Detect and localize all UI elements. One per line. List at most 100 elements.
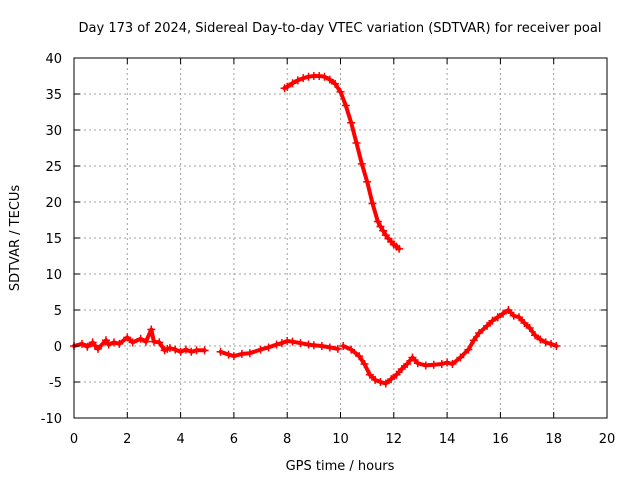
x-tick-label: 10	[332, 432, 349, 447]
data-point	[373, 217, 382, 226]
x-tick-label: 2	[123, 432, 131, 447]
data-point	[547, 339, 556, 348]
data-point	[101, 336, 110, 345]
data-point	[347, 345, 356, 354]
data-point	[360, 360, 369, 368]
data-point	[93, 344, 102, 353]
data-point	[128, 338, 137, 347]
data-point	[493, 313, 502, 322]
series-trail	[72, 327, 207, 354]
data-point	[317, 342, 326, 350]
data-point	[531, 331, 540, 340]
data-point	[437, 360, 446, 368]
y-tick-label: 0	[54, 340, 62, 355]
data-point	[552, 342, 561, 350]
data-point	[464, 345, 473, 354]
data-point	[181, 345, 190, 354]
series-main-2	[216, 336, 342, 361]
axis-ticks: 0 2 4 6 8 10 12 14 16 18 20 -10 -5 0 5 10 15 20 25 30 35 40	[41, 52, 616, 447]
y-tick-label: 15	[45, 232, 62, 247]
data-point	[192, 346, 201, 355]
data-point	[83, 342, 92, 351]
x-tick-label: 4	[176, 432, 184, 447]
data-point	[155, 338, 164, 347]
data-point	[483, 321, 492, 330]
data-point	[165, 344, 174, 353]
data-point	[224, 350, 233, 359]
data-point	[429, 360, 438, 369]
data-point	[403, 360, 412, 368]
series-trail	[282, 74, 402, 251]
data-point	[256, 345, 265, 354]
y-axis-label: SDTVAR / TECUs	[8, 185, 23, 292]
x-tick-label: 14	[439, 432, 456, 447]
data-point	[141, 337, 150, 346]
data-point	[387, 375, 396, 384]
data-point	[325, 75, 334, 84]
data-point	[176, 347, 185, 356]
data-point	[371, 375, 380, 384]
x-tick-label: 18	[545, 432, 562, 447]
data-point	[229, 352, 238, 361]
data-point	[109, 338, 118, 347]
data-point	[245, 349, 254, 358]
data-point	[520, 318, 529, 327]
data-point	[283, 82, 292, 91]
x-tick-label: 12	[386, 432, 403, 447]
data-point	[541, 338, 550, 347]
data-point	[237, 349, 246, 358]
data-point	[469, 336, 478, 345]
data-point	[408, 353, 417, 362]
y-tick-label: 35	[45, 88, 62, 103]
data-point	[147, 325, 156, 334]
data-point	[488, 316, 497, 325]
y-tick-label: 20	[45, 196, 62, 211]
data-point	[296, 339, 305, 348]
data-point	[136, 334, 145, 343]
data-point	[475, 329, 484, 338]
data-point	[525, 324, 534, 332]
data-point	[448, 360, 457, 368]
x-tick-label: 6	[230, 432, 238, 447]
data-point	[115, 339, 124, 348]
data-point	[288, 337, 297, 346]
data-point	[336, 87, 345, 96]
data-point	[325, 343, 334, 352]
data-point	[392, 370, 401, 379]
data-points	[70, 72, 561, 388]
data-point	[499, 309, 508, 318]
data-point	[309, 341, 318, 350]
data-point	[320, 72, 329, 81]
data-point	[288, 79, 297, 88]
data-point	[277, 339, 286, 348]
data-point	[171, 345, 180, 354]
y-tick-label: -5	[49, 376, 62, 391]
x-tick-label: 0	[70, 432, 78, 447]
data-point	[509, 311, 518, 320]
x-axis-label: GPS time / hours	[286, 459, 395, 474]
x-tick-label: 8	[283, 432, 291, 447]
data-point	[187, 347, 196, 356]
x-tick-label: 20	[599, 432, 616, 447]
data-point	[293, 76, 302, 85]
y-tick-label: 40	[45, 52, 62, 67]
data-point	[264, 343, 273, 352]
data-point	[347, 118, 356, 127]
data-point	[363, 177, 372, 186]
data-point	[216, 347, 225, 356]
data-point	[376, 222, 385, 231]
data-point	[123, 333, 132, 342]
data-point	[395, 244, 404, 253]
data-point	[104, 340, 113, 349]
series-main	[70, 325, 209, 356]
data-point	[456, 353, 465, 362]
data-point	[331, 79, 340, 88]
y-tick-label: 30	[45, 124, 62, 139]
data-point	[200, 346, 209, 355]
data-point	[536, 335, 545, 344]
grid-lines	[74, 58, 607, 418]
data-point	[421, 361, 430, 370]
data-point	[339, 342, 348, 350]
data-point	[413, 359, 422, 368]
data-point	[299, 74, 308, 83]
